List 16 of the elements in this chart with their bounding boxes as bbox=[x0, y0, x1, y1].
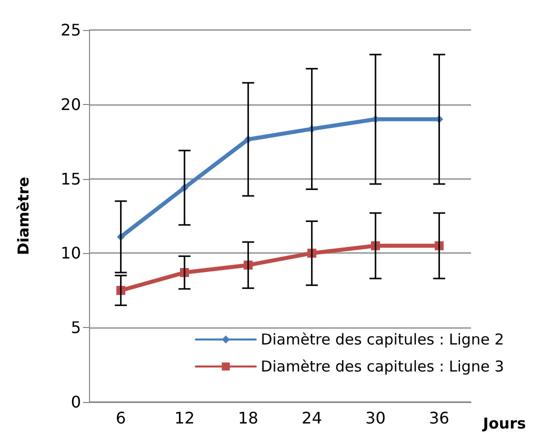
legend-label: Diamètre des capitules : Ligne 2 bbox=[260, 330, 504, 348]
x-tick-label: 30 bbox=[365, 408, 386, 428]
y-tick-label: 20 bbox=[60, 94, 81, 114]
x-tick-label: 6 bbox=[116, 408, 126, 428]
y-tick-label: 15 bbox=[60, 169, 81, 188]
y-tick-label: 5 bbox=[70, 318, 81, 338]
x-tick-label: 24 bbox=[302, 408, 322, 428]
y-axis-title: Diamètre bbox=[14, 176, 32, 256]
y-tick-label: 0 bbox=[70, 392, 81, 412]
x-tick-label: 36 bbox=[428, 408, 450, 428]
x-axis-title: Jours bbox=[482, 414, 526, 432]
y-tick-label: 10 bbox=[60, 244, 81, 263]
legend-label: Diamètre des capitules : Ligne 3 bbox=[260, 358, 504, 376]
x-tick-label: 12 bbox=[174, 408, 195, 428]
x-tick-label: 18 bbox=[238, 408, 258, 428]
y-tick-label: 25 bbox=[60, 20, 81, 40]
